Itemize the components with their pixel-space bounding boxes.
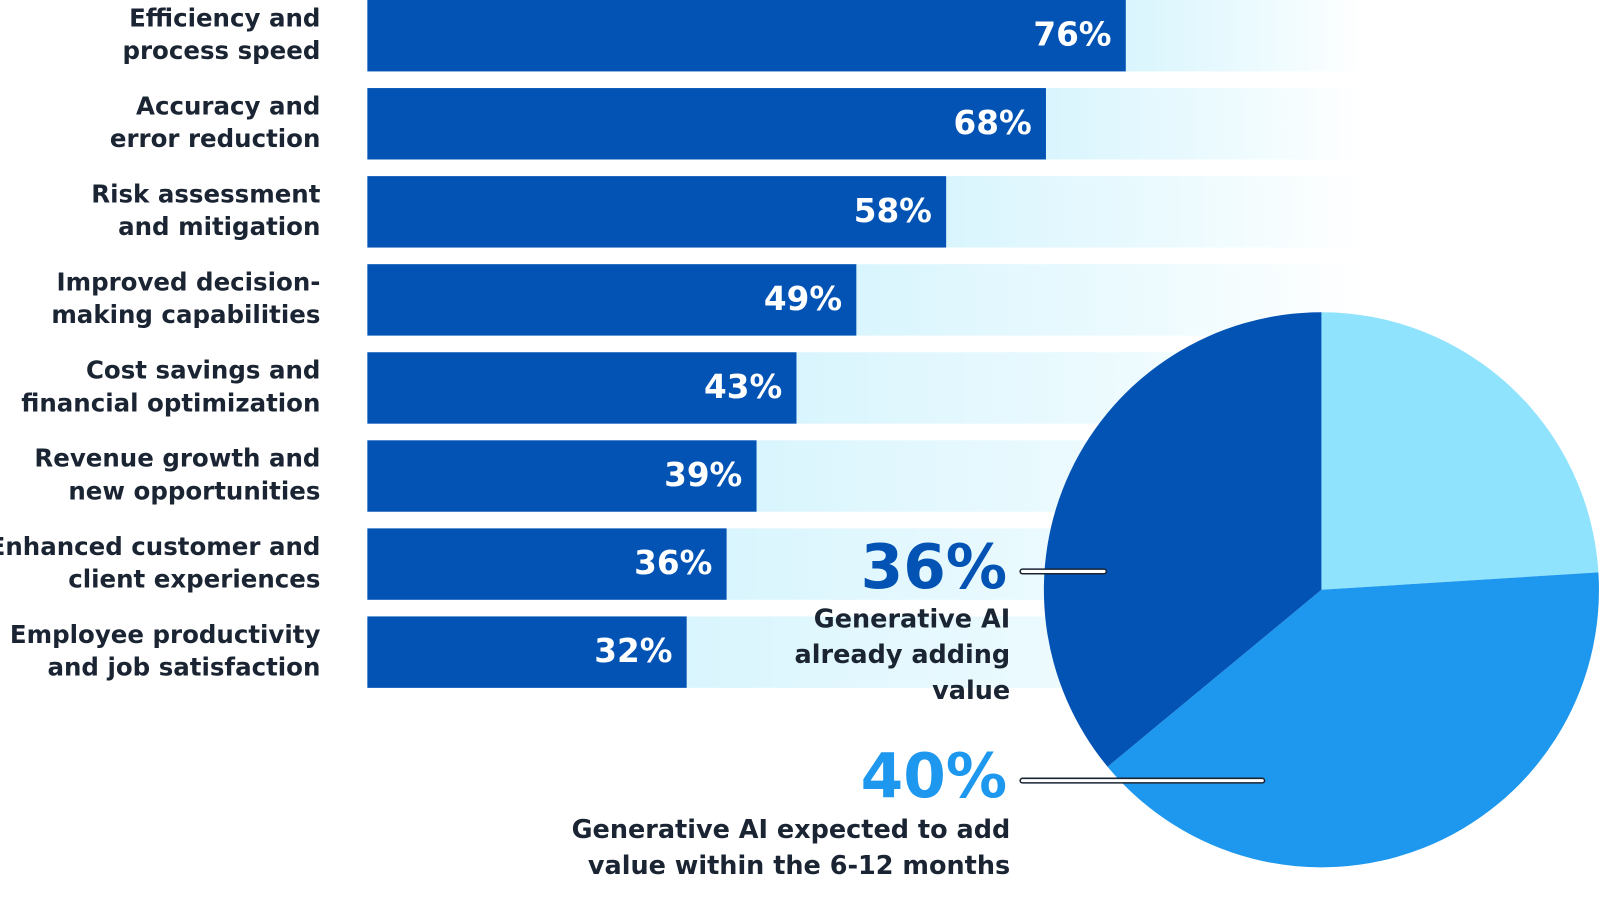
pie-category-label: Generative AI already adding value	[795, 604, 1011, 705]
category-label: Improved decision-making capabilities	[51, 268, 320, 330]
bar	[367, 528, 727, 600]
category-label: Efficiency and process speed	[122, 3, 320, 65]
bar	[367, 0, 1126, 72]
value-label: 39%	[664, 456, 742, 494]
category-label: Accuracy and error reduction	[110, 91, 321, 153]
value-label: 32%	[594, 632, 672, 670]
bar-track	[946, 176, 1366, 248]
pie-value-label: 36%	[861, 532, 1008, 603]
category-label: Revenue growth and new opportunities	[34, 444, 320, 506]
pie-category-label: Generative AI expected to add value withi…	[572, 815, 1011, 881]
category-label: Enhanced customer and client experiences	[0, 532, 320, 594]
pie-value-label: 40%	[861, 741, 1008, 812]
bar	[367, 352, 797, 424]
category-label: Risk assessment and mitigation	[91, 180, 320, 242]
value-label: 43%	[704, 368, 782, 406]
category-label: Employee productivity and job satisfactio…	[10, 620, 321, 682]
value-label: 76%	[1033, 16, 1111, 54]
pie-slice	[1043, 312, 1322, 767]
bar	[367, 616, 687, 688]
value-label: 49%	[764, 280, 842, 318]
bar	[367, 440, 757, 512]
bar	[367, 88, 1046, 160]
value-label: 58%	[854, 192, 932, 230]
bar	[367, 264, 857, 336]
bar-track	[1125, 0, 1366, 72]
value-label: 36%	[634, 544, 712, 582]
pie-slice	[1321, 312, 1599, 590]
category-label: Cost savings and financial optimization	[21, 356, 320, 418]
pie-slice	[1107, 572, 1599, 868]
value-label: 68%	[954, 104, 1032, 142]
bar	[367, 176, 947, 248]
bar-track	[1045, 88, 1366, 160]
